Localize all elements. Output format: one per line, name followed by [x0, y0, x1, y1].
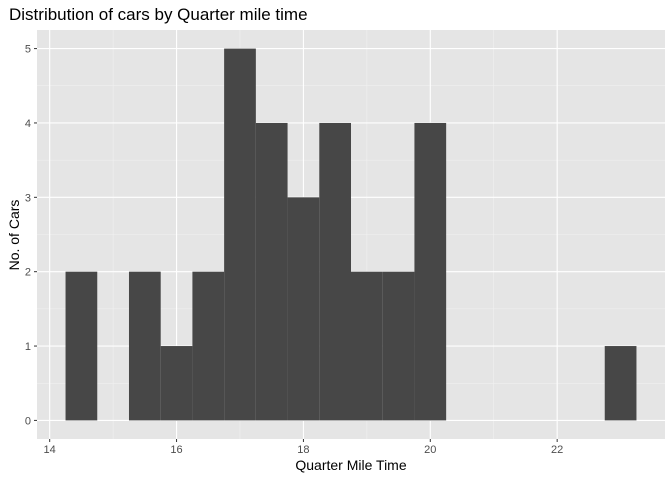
y-tick-label: 0 — [25, 415, 31, 427]
histogram-bar — [287, 197, 320, 421]
y-tick-label: 2 — [25, 267, 31, 279]
x-tick-label: 18 — [297, 444, 309, 456]
histogram-bar — [224, 48, 256, 421]
y-axis-title: No. of Cars — [6, 200, 22, 271]
x-axis-title: Quarter Mile Time — [295, 457, 406, 473]
histogram-bar — [382, 271, 415, 421]
histogram-bar — [128, 271, 161, 421]
histogram-bar — [160, 346, 193, 421]
x-tick-label: 22 — [551, 444, 563, 456]
histogram-bar — [414, 122, 447, 421]
y-tick-label: 5 — [25, 44, 31, 56]
histogram-bar — [351, 271, 383, 421]
x-tick-label: 20 — [424, 444, 436, 456]
histogram-bar — [319, 122, 351, 421]
histogram-bar — [192, 271, 225, 421]
histogram-bar — [255, 122, 288, 421]
histogram-bar — [65, 271, 98, 421]
y-tick-label: 4 — [25, 118, 31, 130]
x-tick-label: 16 — [170, 444, 182, 456]
y-tick-label: 1 — [25, 341, 31, 353]
y-tick-label: 3 — [25, 192, 31, 204]
bars — [65, 48, 637, 421]
chart-title: Distribution of cars by Quarter mile tim… — [9, 5, 308, 24]
x-axis: 14 16 18 20 22 — [44, 439, 563, 456]
x-tick-label: 14 — [44, 444, 56, 456]
y-axis: 0 1 2 3 4 5 — [25, 44, 37, 427]
histogram-bar — [604, 346, 637, 421]
